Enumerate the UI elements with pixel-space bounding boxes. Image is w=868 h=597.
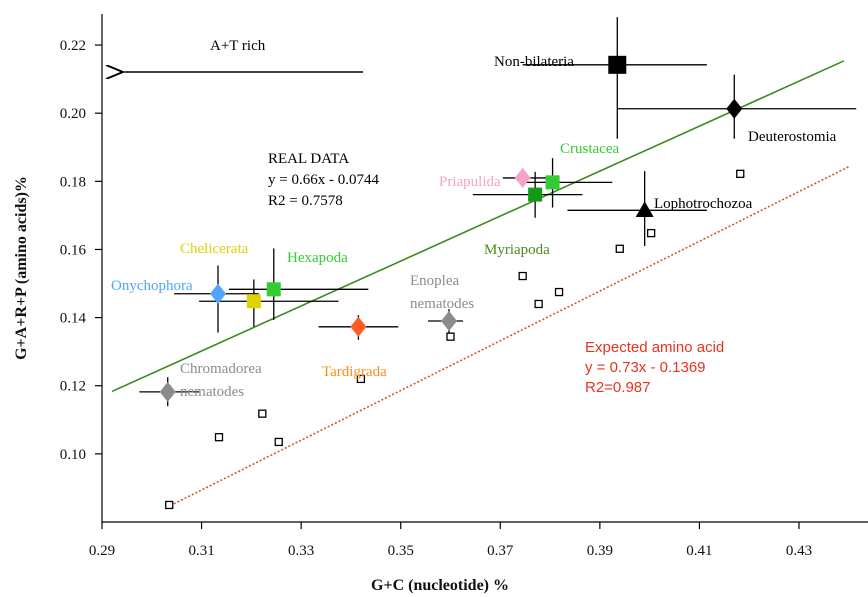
expected-point <box>165 500 174 510</box>
label-non-bilateria: Non-bilateria <box>494 54 574 70</box>
real-data-r2: R2 = 0.7578 <box>268 193 343 209</box>
fit-lines <box>111 60 850 509</box>
marker-crustacea <box>545 175 560 190</box>
expected-equation: y = 0.73x - 0.1369 <box>585 359 706 376</box>
y-tick-label: 0.22 <box>60 38 86 54</box>
marker-onychophora <box>210 283 227 304</box>
y-tick-label: 0.20 <box>60 106 86 122</box>
label-chromadorea-line2: nematodes <box>180 384 244 400</box>
x-tick-label: 0.37 <box>487 543 514 559</box>
x-axis-title: G+C (nucleotide) % <box>371 577 509 594</box>
marker-hexapoda <box>266 282 281 297</box>
expected-point <box>518 271 527 281</box>
expected-point <box>554 287 564 297</box>
x-tick-label: 0.43 <box>786 543 812 559</box>
label-deuterostomia: Deuterostomia <box>748 129 837 145</box>
marker-enoplea-nematodes <box>441 311 458 332</box>
y-axis-title: G+A+R+P (amino acids)% <box>13 176 30 360</box>
label-enoplea-line1: Enoplea <box>410 273 459 289</box>
y-tick-label: 0.16 <box>60 242 87 258</box>
marker-tardigrada <box>350 316 367 337</box>
marker-priapulida <box>514 167 531 188</box>
label-priapulida: Priapulida <box>439 174 501 190</box>
y-tick-label: 0.18 <box>60 174 86 190</box>
expected-title: Expected amino acid <box>585 339 724 356</box>
y-tick-label: 0.12 <box>60 379 86 395</box>
label-lophotrochozoa: Lophotrochozoa <box>654 196 753 212</box>
expected-point <box>274 437 283 447</box>
expected-point <box>356 374 366 384</box>
expected-points <box>165 169 745 510</box>
label-chromadorea-line1: Chromadorea <box>180 361 262 377</box>
label-myriapoda: Myriapoda <box>484 242 550 258</box>
expected-trendline <box>166 165 850 509</box>
label-onychophora: Onychophora <box>111 278 193 294</box>
marker-myriapoda <box>528 187 543 202</box>
marker-non-bilateria <box>608 55 627 74</box>
x-tick-label: 0.35 <box>388 543 414 559</box>
marker-lophotrochozoa <box>635 201 654 218</box>
expected-point <box>258 409 267 418</box>
x-tick-label: 0.33 <box>288 543 314 559</box>
expected-point <box>446 332 455 341</box>
marker-chelicerata <box>246 294 261 309</box>
x-tick-label: 0.29 <box>89 543 115 559</box>
expected-point <box>646 228 656 238</box>
y-ticks: 0.10 0.12 0.14 0.16 0.18 0.20 0.22 <box>60 38 102 463</box>
label-chelicerata: Chelicerata <box>180 241 249 257</box>
expected-point <box>736 169 745 178</box>
real-data-equation: y = 0.66x - 0.0744 <box>268 172 379 188</box>
y-tick-label: 0.14 <box>60 311 87 327</box>
expected-point <box>534 299 543 309</box>
marker-chromadorea-nematodes <box>159 381 176 402</box>
real-data-title: REAL DATA <box>268 151 349 167</box>
label-hexapoda: Hexapoda <box>287 250 348 266</box>
label-tardigrada: Tardigrada <box>322 364 387 380</box>
expected-point <box>615 244 624 253</box>
real-data-trendline <box>111 60 845 393</box>
x-tick-label: 0.41 <box>686 543 712 559</box>
x-tick-label: 0.31 <box>188 543 214 559</box>
group-markers <box>159 55 743 402</box>
label-enoplea-line2: nematodes <box>410 296 474 312</box>
y-tick-label: 0.10 <box>60 447 86 463</box>
x-ticks: 0.29 0.31 0.33 0.35 0.37 0.39 0.41 0.43 <box>89 522 812 559</box>
expected-point <box>214 433 224 442</box>
expected-r2: R2=0.987 <box>585 379 650 396</box>
at-rich-label: A+T rich <box>210 38 266 54</box>
label-crustacea: Crustacea <box>560 141 619 157</box>
marker-deuterostomia <box>726 98 743 119</box>
x-tick-label: 0.39 <box>587 543 613 559</box>
